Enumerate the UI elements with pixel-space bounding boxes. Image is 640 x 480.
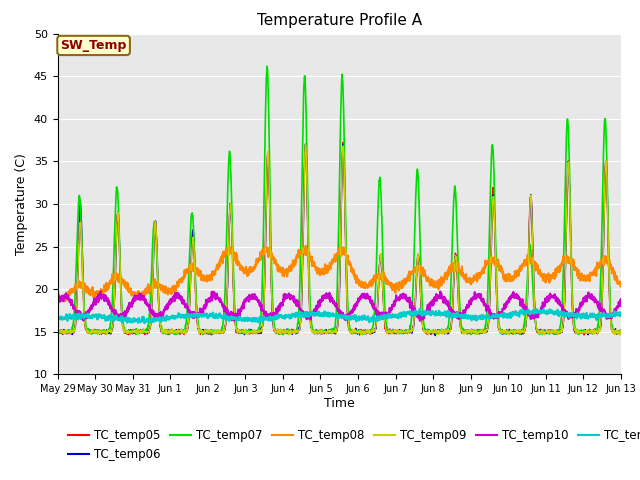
TC_temp07 bbox=[540, 329, 547, 335]
TC_temp07 bbox=[114, 188, 122, 193]
TC_temp11 bbox=[114, 317, 122, 323]
Text: SW_Temp: SW_Temp bbox=[60, 39, 127, 52]
TC_temp06 bbox=[114, 212, 122, 217]
TC_temp09 bbox=[54, 329, 61, 335]
TC_temp09 bbox=[573, 329, 581, 335]
TC_temp05 bbox=[573, 327, 581, 333]
TC_temp11 bbox=[540, 310, 547, 315]
TC_temp10 bbox=[54, 299, 61, 305]
TC_temp09 bbox=[395, 329, 403, 335]
TC_temp07 bbox=[395, 329, 403, 335]
TC_temp11 bbox=[395, 312, 403, 317]
Legend: TC_temp05, TC_temp06, TC_temp07, TC_temp08, TC_temp09, TC_temp10, TC_temp11: TC_temp05, TC_temp06, TC_temp07, TC_temp… bbox=[63, 425, 640, 466]
TC_temp05 bbox=[114, 211, 122, 217]
TC_temp11 bbox=[141, 320, 148, 326]
Line: TC_temp09: TC_temp09 bbox=[58, 145, 640, 335]
TC_temp10 bbox=[573, 310, 581, 315]
TC_temp05 bbox=[540, 330, 547, 336]
TC_temp10 bbox=[244, 294, 252, 300]
TC_temp08 bbox=[302, 243, 310, 249]
Line: TC_temp08: TC_temp08 bbox=[58, 246, 640, 301]
TC_temp08 bbox=[573, 272, 581, 278]
TC_temp11 bbox=[54, 318, 61, 324]
TC_temp08 bbox=[540, 275, 547, 281]
TC_temp08 bbox=[54, 298, 61, 303]
Line: TC_temp06: TC_temp06 bbox=[58, 144, 640, 336]
TC_temp07 bbox=[263, 63, 271, 69]
TC_temp07 bbox=[243, 329, 251, 335]
TC_temp10 bbox=[540, 300, 547, 306]
TC_temp08 bbox=[114, 274, 122, 279]
Title: Temperature Profile A: Temperature Profile A bbox=[257, 13, 422, 28]
X-axis label: Time: Time bbox=[324, 397, 355, 410]
TC_temp06 bbox=[54, 328, 61, 334]
TC_temp07 bbox=[280, 332, 287, 337]
Y-axis label: Temperature (C): Temperature (C) bbox=[15, 153, 28, 255]
TC_temp05 bbox=[395, 329, 403, 335]
TC_temp08 bbox=[395, 288, 403, 293]
TC_temp09 bbox=[114, 210, 122, 216]
TC_temp10 bbox=[114, 312, 122, 317]
TC_temp06 bbox=[573, 329, 581, 335]
TC_temp05 bbox=[339, 139, 347, 145]
TC_temp08 bbox=[61, 299, 68, 304]
TC_temp09 bbox=[301, 142, 309, 148]
TC_temp05 bbox=[243, 328, 251, 334]
TC_temp07 bbox=[54, 327, 61, 333]
TC_temp05 bbox=[54, 327, 61, 333]
Line: TC_temp11: TC_temp11 bbox=[58, 308, 640, 323]
TC_temp09 bbox=[541, 332, 549, 338]
TC_temp09 bbox=[540, 331, 547, 336]
TC_temp06 bbox=[243, 329, 251, 335]
TC_temp10 bbox=[97, 288, 105, 294]
TC_temp10 bbox=[416, 318, 424, 324]
TC_temp06 bbox=[431, 333, 439, 338]
TC_temp10 bbox=[395, 296, 403, 302]
TC_temp06 bbox=[301, 141, 309, 147]
Line: TC_temp05: TC_temp05 bbox=[58, 142, 640, 335]
TC_temp06 bbox=[395, 328, 403, 334]
TC_temp07 bbox=[573, 328, 581, 334]
Line: TC_temp10: TC_temp10 bbox=[58, 291, 640, 321]
TC_temp11 bbox=[573, 310, 581, 316]
TC_temp05 bbox=[580, 332, 588, 338]
TC_temp09 bbox=[243, 329, 251, 335]
TC_temp08 bbox=[244, 270, 252, 276]
TC_temp06 bbox=[540, 327, 547, 333]
TC_temp11 bbox=[244, 315, 252, 321]
Line: TC_temp07: TC_temp07 bbox=[58, 66, 640, 335]
